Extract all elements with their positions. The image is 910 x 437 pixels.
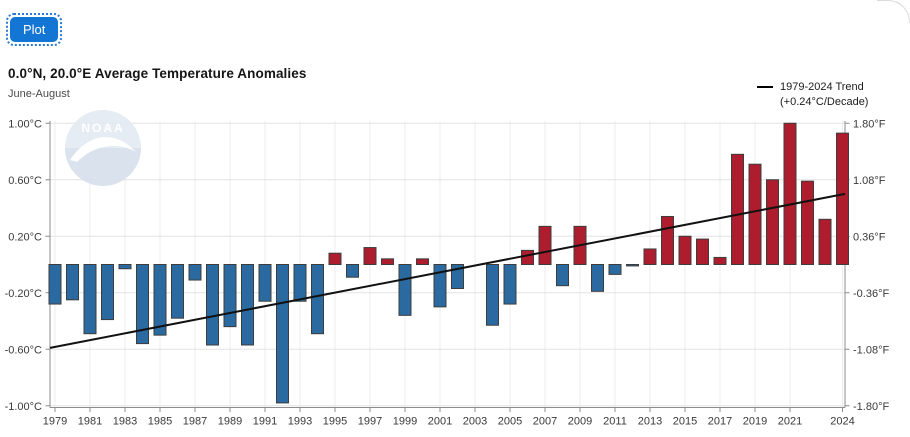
bar-2011[interactable] xyxy=(608,264,622,275)
bar-1993[interactable] xyxy=(293,264,307,302)
x-tick-label: 2003 xyxy=(463,416,487,428)
bar-2018[interactable] xyxy=(731,153,744,265)
y-tick-label-left: 1.00°C xyxy=(8,118,42,130)
bar-2010[interactable] xyxy=(591,264,604,292)
x-tick-label: 1991 xyxy=(253,416,277,428)
bar-1991[interactable] xyxy=(258,264,272,302)
bar-2022[interactable] xyxy=(801,180,814,266)
bar-1985[interactable] xyxy=(153,264,167,336)
bar-2015[interactable] xyxy=(678,235,692,265)
noaa-logo-lower-half xyxy=(65,148,141,186)
noaa-logo-text: NOAA xyxy=(81,121,124,135)
bar-2020[interactable] xyxy=(766,179,779,265)
bar-2004[interactable] xyxy=(486,264,499,326)
x-tick-label: 1987 xyxy=(183,416,207,428)
x-tick-label: 1989 xyxy=(218,416,242,428)
bar-2005[interactable] xyxy=(503,264,517,305)
bar-2000[interactable] xyxy=(416,258,429,266)
y-tick-label-right: -1.80°F xyxy=(853,401,889,413)
x-tick-label: 2015 xyxy=(673,416,697,428)
x-tick-label: 2011 xyxy=(603,416,627,428)
bar-2024[interactable] xyxy=(836,132,849,265)
x-tick-label: 2001 xyxy=(428,416,452,428)
bar-2016[interactable] xyxy=(696,238,709,265)
bar-1989[interactable] xyxy=(223,264,237,328)
bar-1982[interactable] xyxy=(101,264,114,321)
bar-2021[interactable] xyxy=(783,122,797,265)
bar-2014[interactable] xyxy=(661,215,674,266)
x-tick-label: 1985 xyxy=(148,416,172,428)
y-tick-label-left: 0.20°C xyxy=(8,231,42,243)
x-tick-label: 2017 xyxy=(708,416,732,428)
bar-1998[interactable] xyxy=(381,258,394,266)
bar-2008[interactable] xyxy=(556,264,569,287)
x-tick-label: 2019 xyxy=(743,416,767,428)
x-tick-label: 2024 xyxy=(830,416,854,428)
bar-1996[interactable] xyxy=(346,264,359,278)
y-tick-label-right: 0.36°F xyxy=(853,231,886,243)
noaa-logo-bird xyxy=(70,137,136,162)
x-tick-label: 1997 xyxy=(358,416,382,428)
bar-1990[interactable] xyxy=(241,264,254,346)
x-tick-label: 2009 xyxy=(568,416,592,428)
bar-1979[interactable] xyxy=(48,264,62,305)
bar-1984[interactable] xyxy=(136,264,149,345)
y-tick-label-right: 1.08°F xyxy=(853,175,886,187)
bar-2023[interactable] xyxy=(818,218,832,266)
x-tick-label: 2007 xyxy=(533,416,557,428)
noaa-logo-watermark: NOAA xyxy=(65,110,141,186)
bar-2012[interactable] xyxy=(626,264,639,267)
bar-1987[interactable] xyxy=(188,264,202,281)
trend-line-swatch xyxy=(757,86,773,88)
y-tick-label-right: 1.80°F xyxy=(853,118,886,130)
bar-1988[interactable] xyxy=(206,264,219,346)
x-tick-label: 2005 xyxy=(498,416,522,428)
x-tick-label: 1993 xyxy=(288,416,312,428)
bar-1994[interactable] xyxy=(311,264,324,335)
trend-line xyxy=(49,192,846,349)
plot-button[interactable]: Plot xyxy=(10,17,59,42)
y-tick-label-right: -0.36°F xyxy=(853,288,889,300)
bar-2013[interactable] xyxy=(643,248,657,265)
bar-1997[interactable] xyxy=(363,247,377,266)
trend-legend: 1979-2024 Trend (+0.24°C/Decade) xyxy=(757,80,868,111)
legend-trend-rate: (+0.24°C/Decade) xyxy=(780,96,869,109)
x-tick-label: 2013 xyxy=(638,416,662,428)
bar-2006[interactable] xyxy=(521,249,534,265)
y-tick-label-left: -1.00°C xyxy=(5,401,42,413)
y-tick-label-left: -0.60°C xyxy=(5,344,42,356)
bar-1981[interactable] xyxy=(83,264,97,335)
bar-2007[interactable] xyxy=(538,225,552,266)
bar-1995[interactable] xyxy=(328,252,342,265)
x-tick-label: 1979 xyxy=(43,416,67,428)
bar-2017[interactable] xyxy=(713,256,727,265)
y-tick-label-left: 0.60°C xyxy=(8,175,42,187)
bar-2001[interactable] xyxy=(433,264,447,308)
bar-1986[interactable] xyxy=(171,264,184,319)
x-tick-label: 1999 xyxy=(393,416,417,428)
chart-title: 0.0°N, 20.0°E Average Temperature Anomal… xyxy=(8,66,307,81)
x-tick-label: 1983 xyxy=(113,416,137,428)
y-tick-label-left: -0.20°C xyxy=(5,288,42,300)
chart-subtitle: June-August xyxy=(8,88,70,100)
bar-1980[interactable] xyxy=(66,264,79,301)
bar-1983[interactable] xyxy=(118,264,132,270)
bar-2019[interactable] xyxy=(748,163,762,265)
x-tick-label: 1995 xyxy=(323,416,347,428)
legend-trend-label: 1979-2024 Trend xyxy=(780,81,864,93)
y-tick-label-right: -1.08°F xyxy=(853,344,889,356)
x-tick-label: 2021 xyxy=(778,416,802,428)
bar-1999[interactable] xyxy=(398,264,412,316)
x-tick-label: 1981 xyxy=(78,416,102,428)
plot-button-focus-ring: Plot xyxy=(6,13,63,46)
bar-1992[interactable] xyxy=(276,264,289,404)
